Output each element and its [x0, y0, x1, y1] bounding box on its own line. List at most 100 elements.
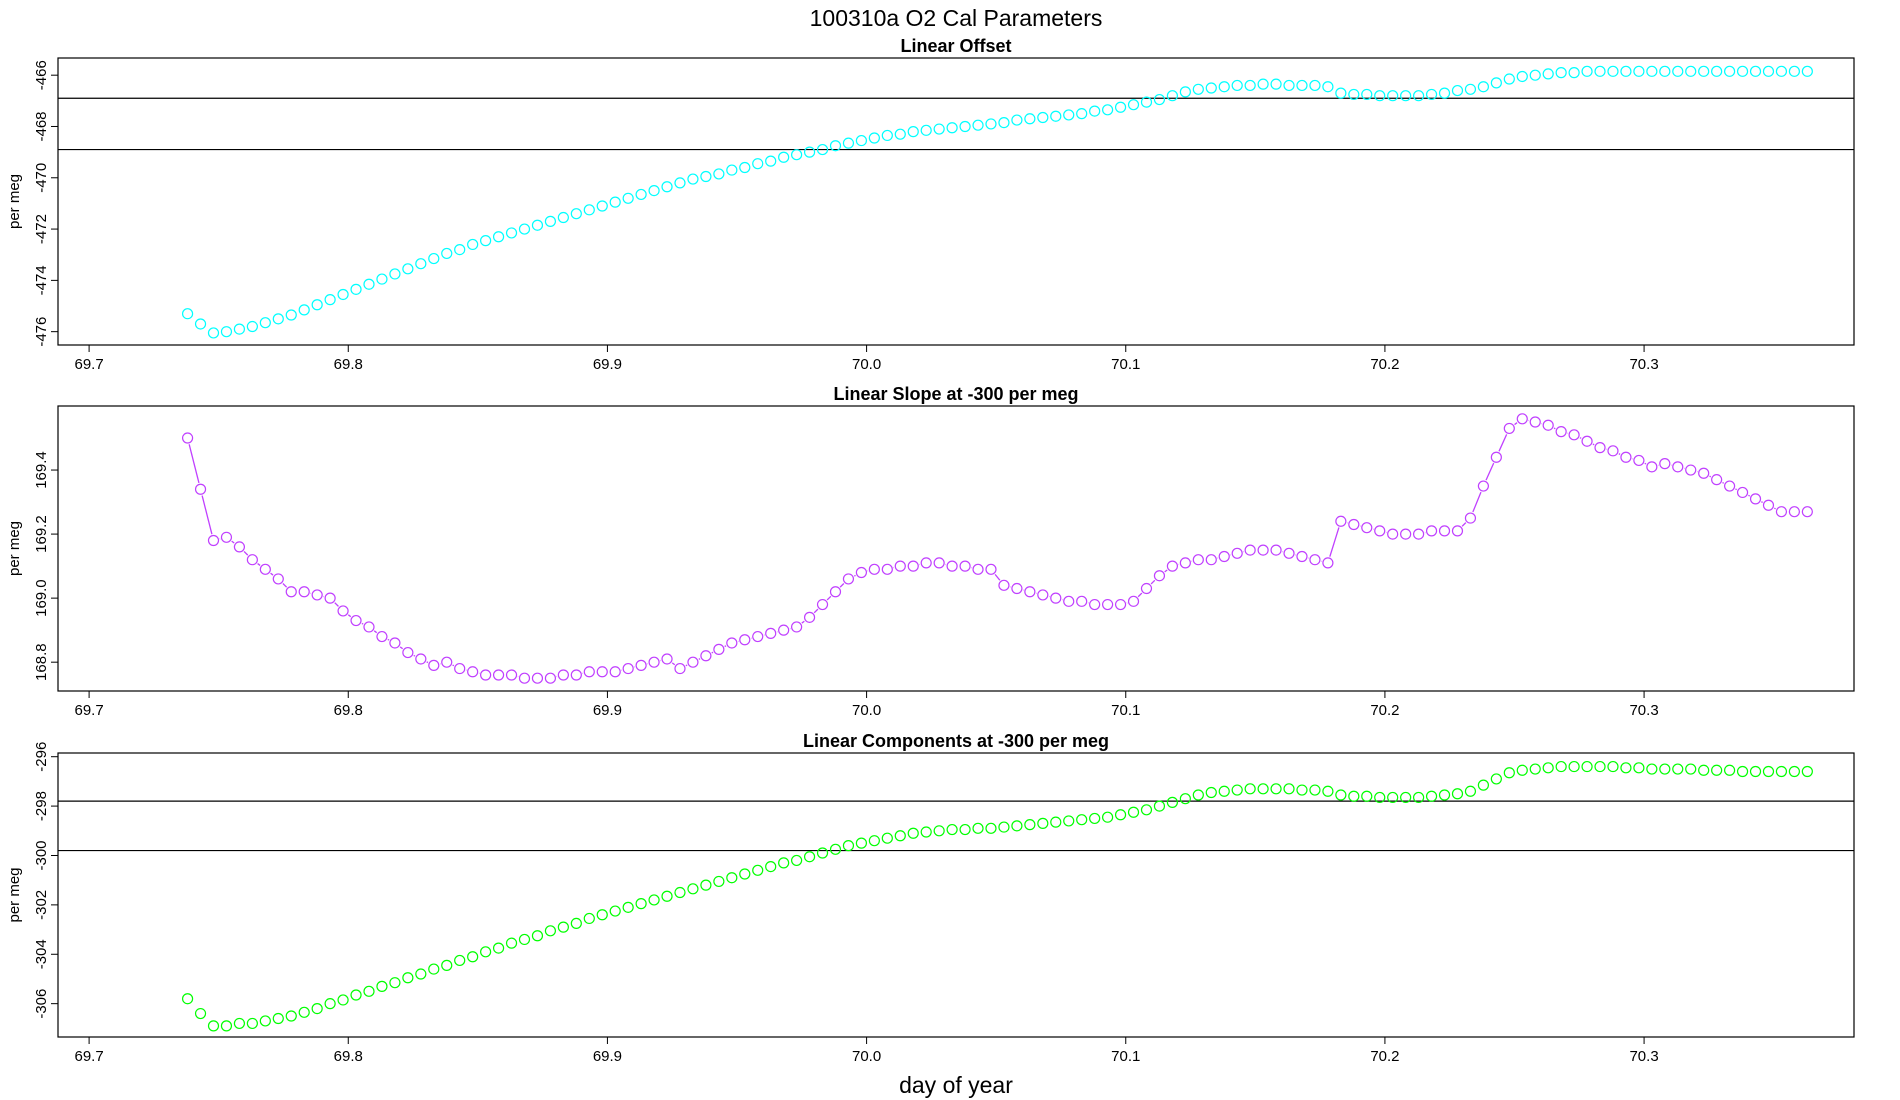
data-point	[557, 211, 569, 224]
data-point	[1775, 506, 1788, 518]
data-point	[337, 605, 349, 617]
connector	[1618, 453, 1621, 455]
x-tick-label: 70.1	[1111, 1048, 1140, 1065]
data-point	[1257, 544, 1269, 556]
panel: Linear Offset per meg 69.7 69.8 69.9 70.0 70.1…	[6, 36, 1855, 373]
data-point	[1335, 789, 1347, 801]
data-point	[1581, 435, 1593, 447]
data-point	[829, 140, 842, 152]
connector	[698, 658, 701, 660]
data-point	[1607, 65, 1619, 77]
plot-frame	[57, 752, 1855, 1038]
data-point	[1477, 779, 1489, 791]
data-point	[246, 1017, 258, 1030]
data-point	[1646, 65, 1658, 77]
data-point	[1192, 83, 1204, 95]
data-point	[1788, 765, 1800, 778]
data-point	[1011, 582, 1023, 595]
data-point	[622, 662, 634, 675]
data-point	[1503, 422, 1515, 435]
data-point	[1127, 595, 1140, 607]
data-point	[1555, 426, 1567, 438]
data-point	[959, 560, 971, 572]
connector	[1150, 579, 1156, 585]
data-point	[1011, 114, 1023, 126]
data-point	[1257, 783, 1269, 795]
data-point	[1529, 763, 1541, 775]
data-point	[1205, 786, 1217, 799]
data-point	[1490, 77, 1502, 89]
data-point	[311, 1002, 323, 1015]
data-point	[311, 299, 323, 311]
data-point	[570, 208, 582, 220]
connector	[1485, 462, 1495, 481]
data-point	[1270, 78, 1282, 90]
data-point	[816, 143, 829, 156]
data-point	[1361, 790, 1373, 802]
data-point	[544, 215, 557, 227]
data-point	[1179, 86, 1191, 98]
x-axis-label: day of year	[899, 1072, 1013, 1098]
data-point	[1633, 454, 1645, 467]
data-point	[1102, 811, 1114, 823]
data-point	[868, 563, 880, 575]
connector	[413, 654, 416, 657]
connector	[282, 583, 288, 588]
data-point	[933, 825, 945, 837]
data-point	[1788, 65, 1800, 77]
data-point	[298, 304, 310, 316]
data-point	[1529, 69, 1541, 81]
data-point	[1089, 598, 1101, 611]
data-point	[505, 227, 518, 239]
x-tick-label: 69.9	[593, 356, 622, 373]
data-point	[1400, 90, 1412, 102]
connector	[724, 645, 727, 648]
panel: Linear Slope at -300 per meg per meg 69.7 6…	[6, 384, 1855, 719]
data-point	[855, 837, 868, 849]
data-point	[389, 977, 401, 989]
data-point	[350, 989, 362, 1001]
connector	[671, 662, 676, 666]
data-point	[1283, 79, 1295, 92]
data-point	[194, 1007, 207, 1020]
data-point	[687, 656, 699, 668]
data-point	[1037, 111, 1049, 124]
data-point	[1166, 560, 1179, 572]
data-point	[959, 823, 971, 836]
data-point	[1633, 65, 1645, 77]
data-point	[259, 1015, 271, 1027]
data-point	[972, 119, 984, 131]
data-point	[1620, 762, 1632, 774]
data-point	[492, 669, 505, 681]
data-point	[1607, 760, 1619, 773]
data-point	[1218, 785, 1230, 797]
data-point	[220, 1020, 233, 1032]
data-point	[1698, 467, 1710, 479]
data-point	[946, 560, 958, 572]
data-point	[285, 309, 297, 321]
data-point	[441, 959, 453, 971]
data-point	[1464, 83, 1477, 95]
y-tick-label: -466	[33, 60, 50, 90]
data-point	[1490, 773, 1502, 785]
data-point	[674, 177, 686, 189]
data-point	[285, 586, 297, 598]
data-point	[1724, 65, 1736, 77]
y-tick-label: -302	[33, 890, 50, 920]
x-tick-label: 69.7	[74, 356, 103, 373]
data-point	[259, 317, 271, 329]
data-point	[1749, 65, 1762, 77]
data-point	[1451, 525, 1464, 537]
data-point	[752, 158, 764, 170]
connector	[1761, 501, 1763, 503]
data-point	[1413, 90, 1425, 102]
x-tick-label: 69.7	[74, 1048, 103, 1065]
connector	[685, 664, 688, 667]
connector	[1644, 462, 1647, 465]
data-point	[661, 653, 673, 665]
data-point	[674, 662, 686, 675]
data-point	[894, 560, 906, 572]
data-point	[220, 326, 233, 338]
y-tick-label: 169.4	[33, 451, 50, 489]
connector	[839, 583, 845, 588]
